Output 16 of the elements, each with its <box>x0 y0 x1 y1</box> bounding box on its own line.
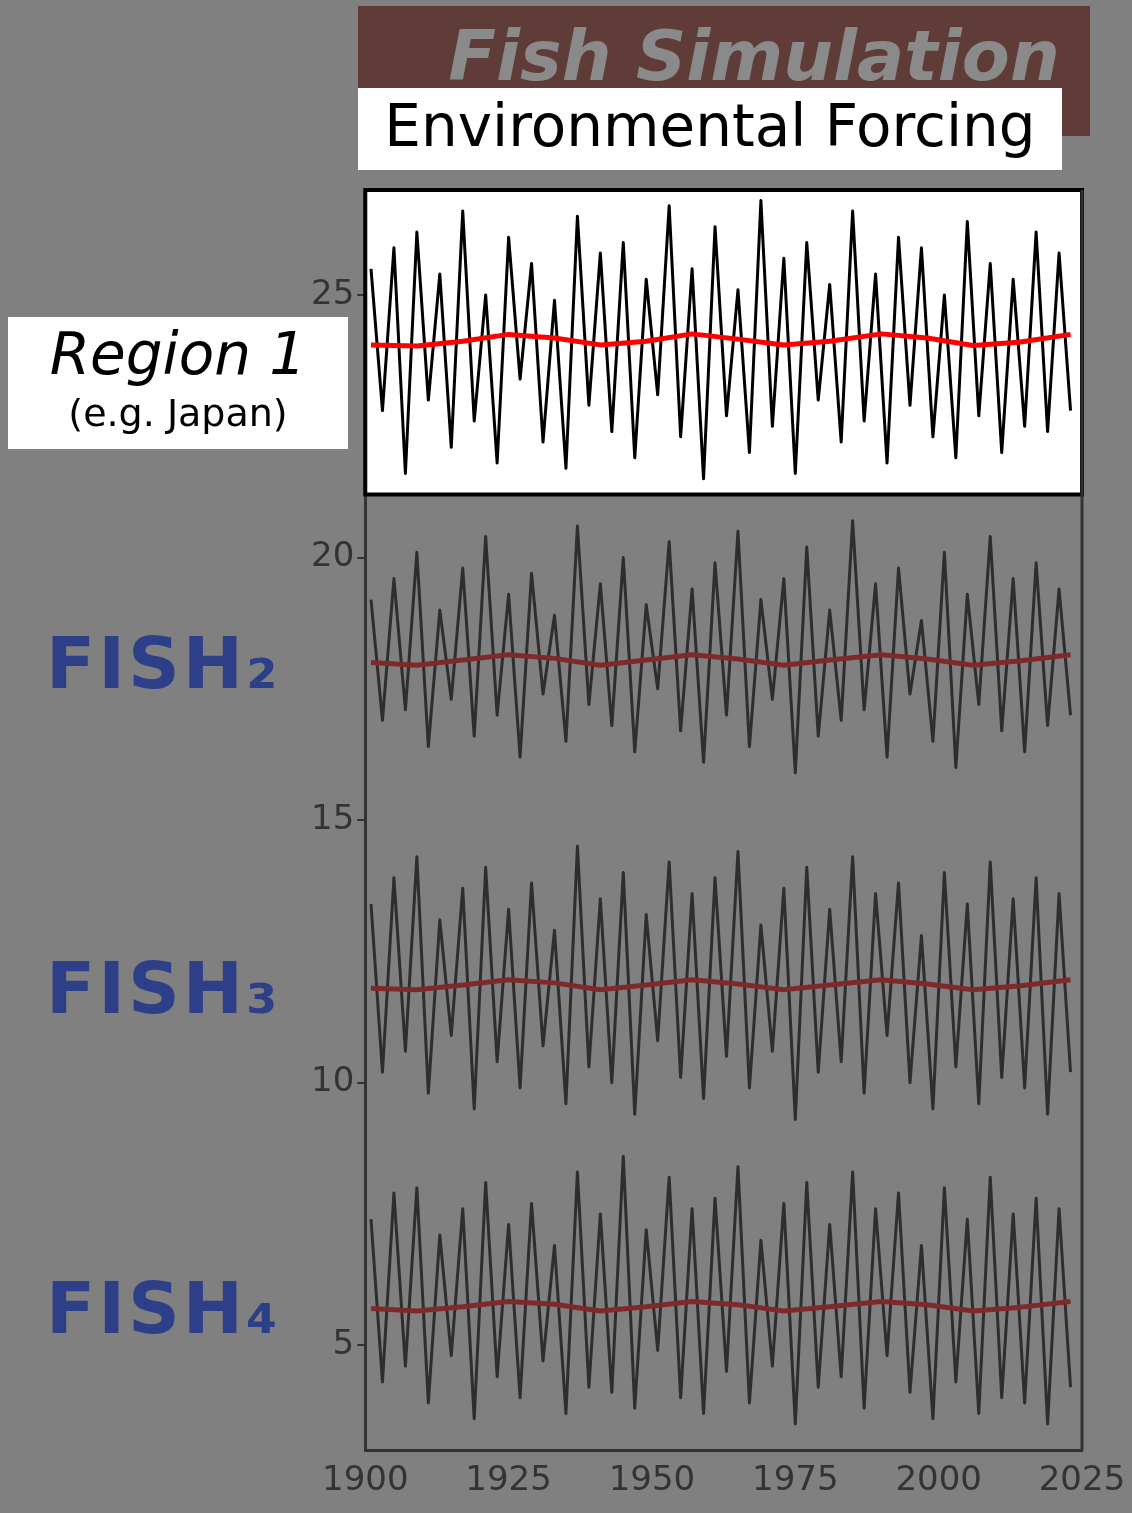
x-tick-label: 1925 <box>465 1458 552 1499</box>
x-tick-label: 1975 <box>752 1458 839 1499</box>
y-tick-label: 25 <box>311 271 355 312</box>
x-tick-label: 2000 <box>895 1458 982 1499</box>
x-tick-label: 1950 <box>608 1458 696 1499</box>
x-tick-label: 1900 <box>322 1458 409 1499</box>
series-label: FISH₂ <box>46 619 281 707</box>
text: (e.g. Japan) <box>67 389 289 437</box>
y-tick-label: 15 <box>311 796 355 837</box>
y-tick-label: 5 <box>332 1322 355 1363</box>
series-label: FISH₃ <box>46 945 281 1033</box>
series-label: FISH₄ <box>46 1265 281 1353</box>
y-tick-label: 20 <box>311 534 355 575</box>
y-tick-label: 10 <box>311 1059 355 1100</box>
series-label: Region 1 <box>48 318 308 389</box>
x-tick-label: 2025 <box>1038 1458 1126 1499</box>
